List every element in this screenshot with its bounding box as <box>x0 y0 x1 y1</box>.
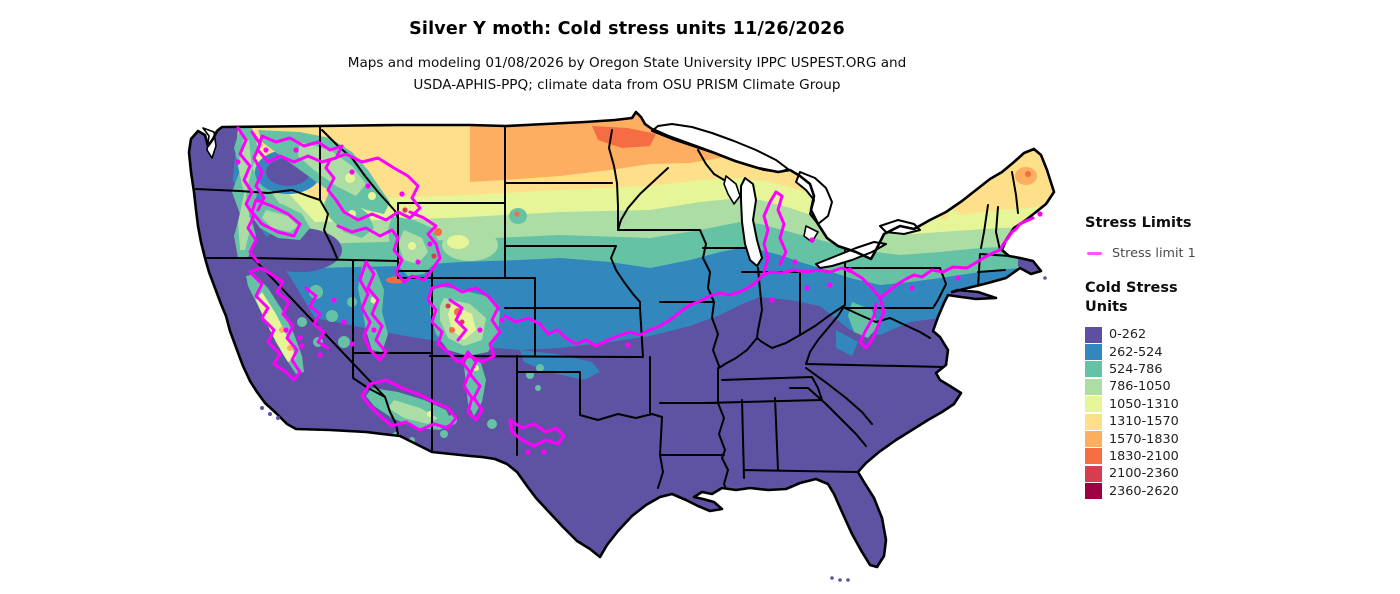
stress-limit-label: Stress limit 1 <box>1112 246 1196 261</box>
cold-stress-class-row: 1050-1310 <box>1085 396 1315 413</box>
class-color-swatch <box>1085 483 1102 500</box>
cold-stress-class-row: 786-1050 <box>1085 378 1315 395</box>
class-range-label: 524-786 <box>1109 361 1163 377</box>
cold-stress-class-row: 1310-1570 <box>1085 413 1315 430</box>
class-color-swatch <box>1085 413 1102 430</box>
class-color-swatch <box>1085 465 1102 482</box>
class-range-label: 1570-1830 <box>1109 431 1179 447</box>
coastal-islands <box>260 276 1047 582</box>
class-color-swatch <box>1085 448 1102 465</box>
stress-limits-legend-title: Stress Limits <box>1085 215 1192 231</box>
cold-stress-class-row: 1830-2100 <box>1085 448 1315 465</box>
class-color-swatch <box>1085 326 1102 343</box>
class-color-swatch <box>1085 378 1102 395</box>
cold-stress-class-row: 2100-2360 <box>1085 465 1315 482</box>
stress-limit-legend-item: Stress limit 1 <box>1087 246 1315 261</box>
cold-stress-classes: 0-262 262-524 524-786 786-1050 1050-1310… <box>1085 326 1315 500</box>
class-color-swatch <box>1085 344 1102 361</box>
figure-subtitle-line1: Maps and modeling 01/08/2026 by Oregon S… <box>347 55 907 71</box>
class-range-label: 262-524 <box>1109 344 1163 360</box>
us-outline <box>187 110 1056 569</box>
figure-header: Silver Y moth: Cold stress units 11/26/2… <box>0 19 1254 96</box>
class-range-label: 1050-1310 <box>1109 396 1179 412</box>
cold-stress-legend-title: Cold Stress Units <box>1085 279 1315 317</box>
cold-stress-class-row: 524-786 <box>1085 361 1315 378</box>
cold-stress-class-row: 262-524 <box>1085 343 1315 361</box>
figure-subtitle-line2: USDA-APHIS-PPQ; climate data from OSU PR… <box>413 77 841 93</box>
stress-limit-1-line <box>235 126 1043 455</box>
class-range-label: 0-262 <box>1109 327 1147 343</box>
class-range-label: 2100-2360 <box>1109 466 1179 482</box>
figure-title: Silver Y moth: Cold stress units 11/26/2… <box>409 19 845 39</box>
stress-limit-dots <box>235 147 1043 455</box>
cold-stress-class-row: 1570-1830 <box>1085 430 1315 448</box>
class-color-swatch <box>1085 361 1102 378</box>
lake-michigan <box>740 177 763 267</box>
class-color-swatch <box>1085 431 1102 448</box>
green-bay <box>723 175 741 205</box>
class-range-label: 2360-2620 <box>1109 483 1179 499</box>
class-range-label: 1830-2100 <box>1109 448 1179 464</box>
state-borders <box>195 126 1019 495</box>
class-range-label: 1310-1570 <box>1109 414 1179 430</box>
cold-stress-class-row: 0-262 <box>1085 326 1315 343</box>
cold-stress-title-line2: Units <box>1085 299 1128 315</box>
class-color-swatch <box>1085 396 1102 413</box>
cold-stress-title-line1: Cold Stress <box>1085 280 1178 296</box>
cold-stress-class-row: 2360-2620 <box>1085 483 1315 500</box>
lake-erie <box>815 241 887 269</box>
map-raster-fill <box>189 112 1054 567</box>
class-range-label: 786-1050 <box>1109 379 1171 395</box>
map-legend: Stress Limits Stress limit 1 Cold Stress… <box>1085 214 1315 500</box>
stress-limit-line-swatch <box>1087 252 1102 255</box>
